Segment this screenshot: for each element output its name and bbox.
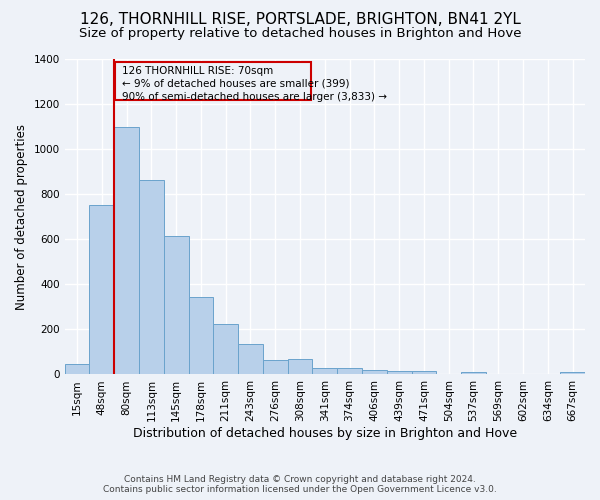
Bar (412, 371, 436, 374)
Bar (287, 358, 313, 374)
Text: 126 THORNHILL RISE: 70sqm
← 9% of detached houses are smaller (399)
90% of semi-: 126 THORNHILL RISE: 70sqm ← 9% of detach… (122, 66, 386, 102)
Bar (139, 180, 164, 374)
Bar (313, 368, 337, 374)
FancyBboxPatch shape (115, 62, 311, 100)
Bar (65, 364, 89, 374)
Bar (362, 370, 387, 374)
Bar (560, 372, 585, 374)
Bar (263, 360, 287, 374)
Bar (387, 371, 412, 374)
Text: 126, THORNHILL RISE, PORTSLADE, BRIGHTON, BN41 2YL: 126, THORNHILL RISE, PORTSLADE, BRIGHTON… (80, 12, 520, 28)
X-axis label: Distribution of detached houses by size in Brighton and Hove: Distribution of detached houses by size … (133, 427, 517, 440)
Bar (164, 236, 188, 374)
Bar (461, 372, 486, 374)
Text: Contains HM Land Registry data © Crown copyright and database right 2024.
Contai: Contains HM Land Registry data © Crown c… (103, 474, 497, 494)
Bar (337, 368, 362, 374)
Y-axis label: Number of detached properties: Number of detached properties (15, 124, 28, 310)
Bar (188, 296, 214, 374)
Text: Size of property relative to detached houses in Brighton and Hove: Size of property relative to detached ho… (79, 28, 521, 40)
Bar (214, 324, 238, 374)
Bar (89, 206, 114, 374)
Bar (114, 126, 139, 374)
Bar (238, 344, 263, 374)
